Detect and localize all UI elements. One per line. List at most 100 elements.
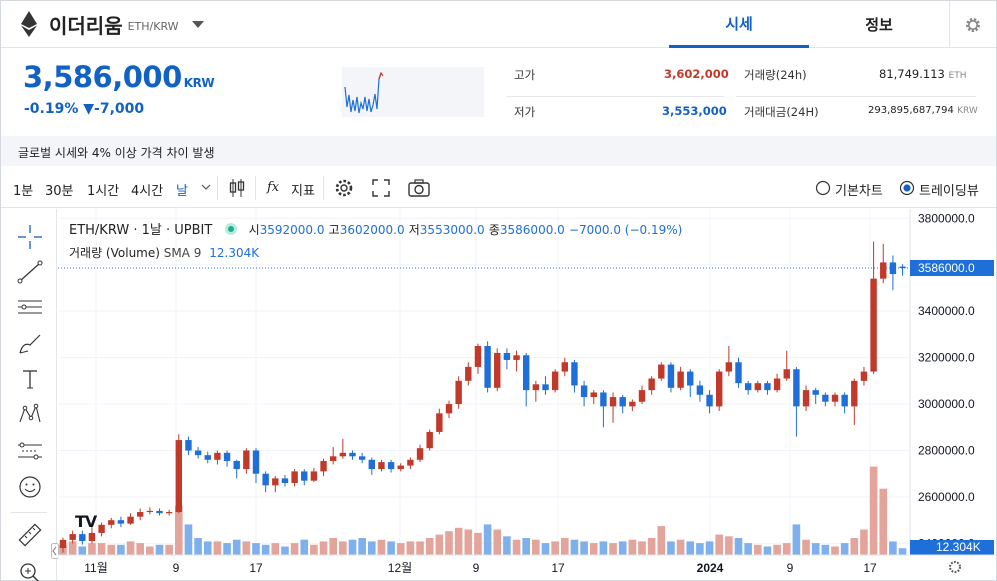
candle-body [851,380,858,407]
volume-bar [676,539,685,555]
candle-body [841,394,848,407]
candle-body [532,384,540,391]
price-tick-label: 3000000.0 [918,397,975,411]
chevron-down-icon[interactable] [201,177,211,197]
candle-body [571,362,578,386]
indicator-button[interactable]: 지표 [291,184,315,199]
change-percent: -0.19% [24,101,79,117]
interval-1m[interactable]: 1분 [13,184,34,199]
zoom-in-icon[interactable] [16,559,44,581]
candle-body [677,371,684,388]
candle-body [687,371,694,386]
fullscreen-icon[interactable] [370,177,392,199]
text-icon[interactable] [16,365,44,393]
settings-button[interactable] [949,1,996,48]
candles-icon[interactable] [228,177,246,199]
candle-body [503,352,511,360]
volume-bar [618,541,627,555]
volume-bar [831,546,839,555]
time-tick-label: 9 [787,561,794,575]
trend-line-icon[interactable] [16,258,44,286]
brush-icon[interactable] [16,329,44,357]
price-unit: KRW [183,76,215,90]
radio-basic-chart[interactable]: 기본차트 [835,184,883,199]
candle-body [436,413,443,432]
candle-body [523,355,530,391]
candle-body [127,516,134,524]
price-tick-label: 2600000.0 [918,490,975,504]
volume-bar [339,541,347,555]
tab-info[interactable]: 정보 [865,16,893,34]
candle-body [667,364,675,388]
volume-bar [155,544,164,555]
interval-30m[interactable]: 30분 [45,184,74,199]
volume-bar [290,543,299,555]
function-icon[interactable]: fx [267,180,280,195]
volume-bar [869,466,878,555]
interval-4h[interactable]: 4시간 [131,184,164,199]
radio-selected-icon[interactable] [899,177,915,199]
candle-body [831,394,839,402]
last-price-badge [910,259,994,276]
ruler-icon[interactable] [16,521,44,549]
volume-bar [146,546,154,555]
interval-day[interactable]: 날 [176,184,188,199]
volume-bar [589,543,598,555]
tab-market[interactable]: 시세 [669,1,809,48]
drawing-toolbar [1,209,57,581]
volume-bar [715,534,723,555]
candle-body [764,383,771,391]
pattern-icon[interactable] [16,400,44,428]
candle-body [108,520,115,525]
volume-bar [570,539,579,555]
volume-bar [850,538,859,555]
candle-body [387,462,395,470]
volume-bar [261,544,270,555]
camera-icon[interactable] [407,177,431,199]
candle-body [754,383,761,391]
chart-title: ETH/KRW · 1날 · UPBIT [69,223,213,238]
candle-body [658,364,665,379]
volume-bar [782,543,791,555]
candle-body [117,520,125,524]
candle-body [252,450,260,474]
gear-icon [966,17,980,32]
time-tick-label: 9 [173,561,180,575]
divider [506,96,724,97]
axis-settings-icon[interactable] [949,561,961,573]
volume-bar [425,538,434,555]
price-chart[interactable]: 3800000.03600000.03400000.03200000.03000… [58,209,996,580]
volume-bar [696,543,704,555]
current-price: 3,586,000 [23,60,182,94]
interval-1h[interactable]: 1시간 [87,184,120,199]
candle-body [368,459,375,470]
gear-icon[interactable] [333,177,355,199]
volume-bar [580,541,588,555]
collapse-handle-icon[interactable] [51,543,59,559]
candle-body [542,384,549,391]
time-tick-label: 17 [863,561,877,575]
legend-open: 3592000.0 [259,223,325,237]
volume-bar [377,539,386,555]
emoji-icon[interactable] [16,473,44,501]
candle-body [272,478,279,486]
candle-body [619,397,626,407]
volume-bar [773,544,781,555]
radio-tradingview[interactable]: 트레이딩뷰 [919,184,979,199]
forecast-icon[interactable] [16,437,44,465]
radio-unselected-icon[interactable] [815,177,831,199]
candle-body [426,431,433,449]
candle-body [310,471,318,481]
volume-bar [223,543,231,555]
volume-bar [358,538,366,555]
candle-body [735,362,742,384]
chevron-down-icon[interactable] [191,19,205,29]
volume-bar [300,539,309,555]
volume-bar [725,536,733,555]
crosshair-icon[interactable] [16,223,44,251]
volume-bar [744,543,752,555]
trade-value: 293,895,687,794 KRW [868,105,978,116]
volume-bar [445,531,453,555]
horizontal-lines-icon[interactable] [16,293,44,321]
candle-body [88,532,96,542]
